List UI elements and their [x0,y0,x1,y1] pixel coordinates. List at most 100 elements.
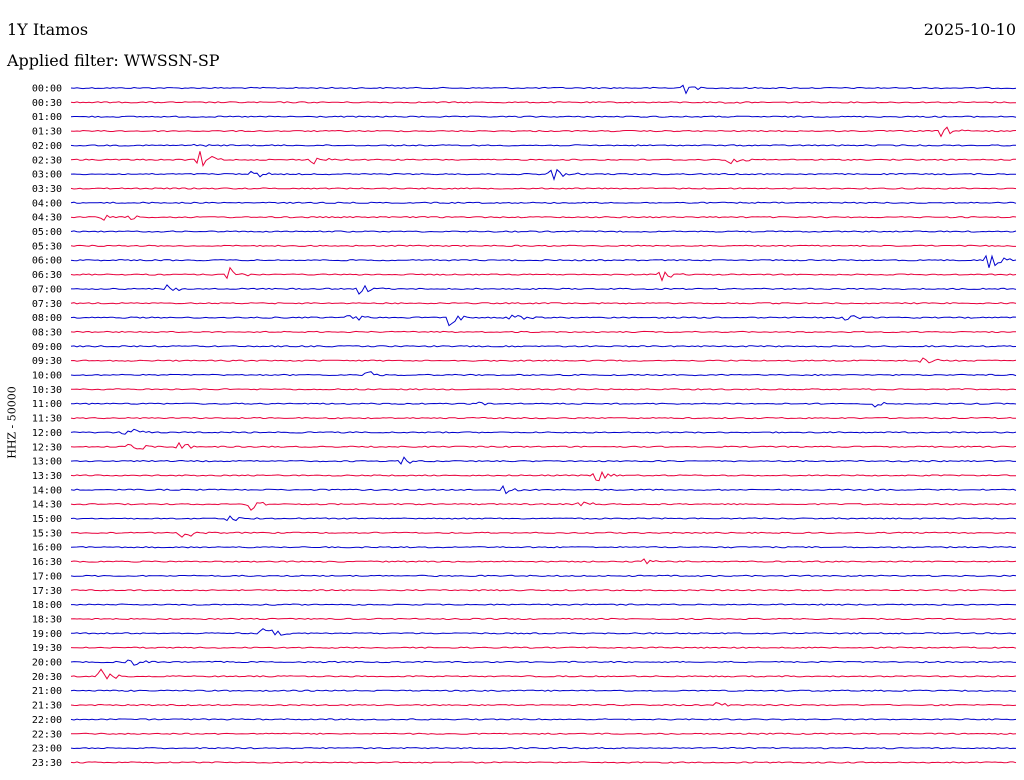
trace-line [70,115,1017,118]
filter-label: Applied filter: WWSSN-SP [7,51,220,70]
trace-line [70,689,1017,692]
tick-label: 12:30 [32,442,62,453]
tick-label: 11:30 [32,414,62,425]
tick-label: 05:30 [32,241,62,252]
tick-label: 00:30 [32,98,62,109]
trace-line [70,201,1017,204]
tick-label: 07:00 [32,284,62,295]
trace-line [71,284,1017,295]
trace-line [70,314,1017,327]
tick-label: 17:30 [32,586,62,597]
tick-label: 02:00 [32,141,62,152]
tick-label: 14:00 [32,485,62,496]
trace-line [70,84,1017,95]
trace-line [70,702,1017,707]
tick-label: 21:30 [32,701,62,712]
trace-line [70,357,1017,364]
trace-line [70,266,1017,282]
tick-label: 09:00 [32,342,62,353]
tick-label: 23:00 [32,744,62,755]
tick-label: 22:00 [32,715,62,726]
trace-line [70,126,1017,138]
tick-label: 18:00 [32,600,62,611]
trace-line [70,761,1017,764]
station-title: 1Y Itamos [7,20,89,39]
trace-line [71,388,1017,391]
tick-label: 07:30 [32,299,62,310]
trace-line [71,603,1017,606]
trace-line [70,214,1017,221]
trace-line [70,646,1017,649]
trace-line [70,371,1017,377]
tick-label: 10:30 [32,385,62,396]
trace-line [70,143,1017,147]
tick-label: 04:30 [32,213,62,224]
trace-line [70,589,1017,592]
trace-line [70,254,1017,268]
tick-label: 23:30 [32,758,62,769]
trace-line [70,558,1017,565]
tick-label: 01:00 [32,112,62,123]
trace-line [70,168,1017,182]
trace-line [70,484,1017,495]
trace-line [70,428,1017,435]
tick-label: 17:00 [32,571,62,582]
tick-label: 06:30 [32,270,62,281]
trace-line [70,746,1017,750]
trace-group [70,84,1017,764]
tick-label: 22:30 [32,729,62,740]
tick-label: 06:00 [32,256,62,267]
tick-label: 05:00 [32,227,62,238]
tick-label: 00:00 [32,84,62,95]
tick-label: 19:30 [32,643,62,654]
tick-label: 13:30 [32,471,62,482]
tick-label: 03:00 [32,170,62,181]
tick-label: 14:30 [32,500,62,511]
tick-label: 18:30 [32,614,62,625]
trace-line [70,302,1017,305]
tick-label: 21:00 [32,686,62,697]
tick-label: 16:30 [32,557,62,568]
trace-line [70,101,1016,104]
tick-label: 08:00 [32,313,62,324]
tick-label: 15:00 [32,514,62,525]
trace-line [70,187,1017,190]
tick-label: 02:30 [32,155,62,166]
trace-line [70,244,1016,247]
tick-label: 08:30 [32,327,62,338]
trace-line [70,515,1017,522]
trace-line [70,416,1016,420]
trace-line [70,617,1017,621]
trace-line [70,659,1017,666]
trace-line [70,456,1016,465]
trace-line [70,230,1017,233]
trace-line [70,546,1017,549]
trace-line [70,718,1017,721]
trace-line [70,574,1017,578]
trace-line [70,470,1016,482]
tick-label: 15:30 [32,528,62,539]
tick-label: 09:30 [32,356,62,367]
tick-label: 20:30 [32,672,62,683]
tick-label-group: 00:00 00:30 01:00 01:30 02:00 02:30 03:00 03:30… [32,84,62,769]
trace-line [71,401,1017,408]
tick-label: 10:00 [32,371,62,382]
trace-line [71,628,1017,636]
trace-line [70,441,1017,450]
trace-line [70,531,1017,538]
trace-line [70,151,1017,167]
tick-label: 13:00 [32,457,62,468]
tick-label: 03:30 [32,184,62,195]
tick-label: 16:00 [32,543,62,554]
tick-label: 11:00 [32,399,62,410]
trace-line [71,732,1017,735]
tick-label: 12:00 [32,428,62,439]
record-date: 2025-10-10 [923,20,1016,39]
tick-label: 04:00 [32,198,62,209]
trace-line [70,501,1017,511]
tick-label: 19:00 [32,629,62,640]
trace-line [70,330,1016,334]
tick-label: 01:30 [32,127,62,138]
trace-line [70,668,1017,680]
